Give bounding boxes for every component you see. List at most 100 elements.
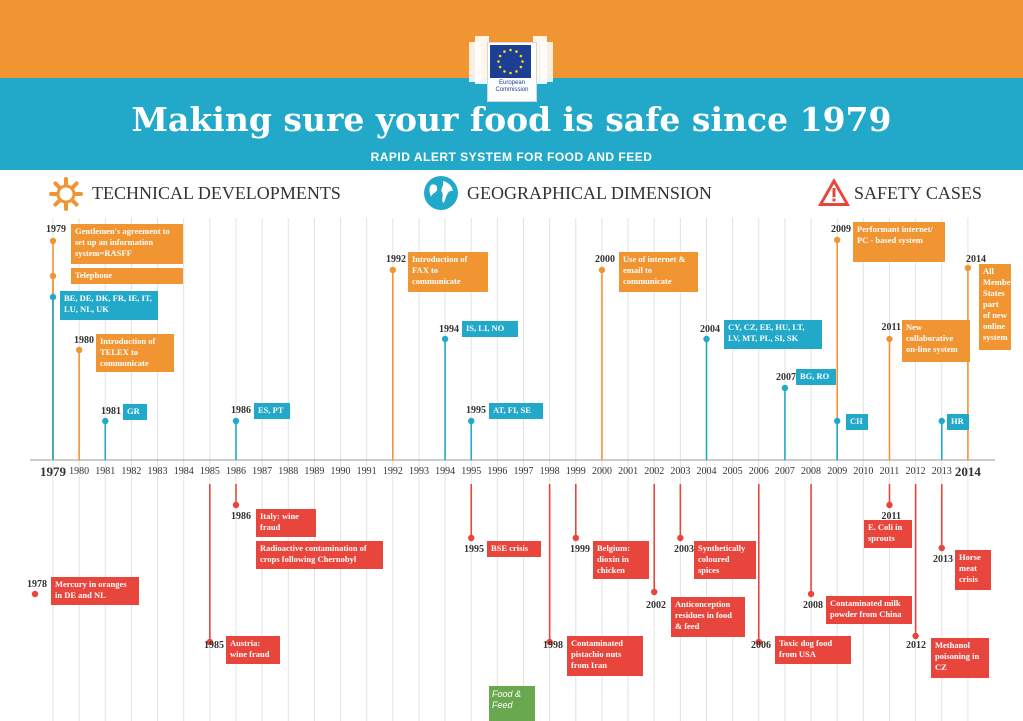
year-tick-1985: 1985 <box>199 466 220 477</box>
marker-dot-1979-1 <box>49 272 57 280</box>
year-label-2011-tech: 2011 <box>881 322 901 333</box>
year-tick-2011: 2011 <box>879 466 900 477</box>
year-tick-2002: 2002 <box>644 466 665 477</box>
year-label-1985: 1985 <box>204 640 224 651</box>
event-rasff-agreement: Gentlemen's agreement to set up an infor… <box>71 224 183 264</box>
food-and-feed-tag: Food & Feed <box>489 686 535 721</box>
marker-dot-1979-0 <box>49 237 57 245</box>
year-tick-1986: 1986 <box>225 466 246 477</box>
year-tick-2009: 2009 <box>827 466 848 477</box>
year-tick-1996: 1996 <box>487 466 508 477</box>
safety-dot-2011 <box>886 501 893 509</box>
event-toxic-dog-food: Toxic dog food from USA <box>775 636 851 664</box>
year-tick-1981: 1981 <box>95 466 116 477</box>
event-geo-bg-ro: BG, RO <box>796 369 836 385</box>
event-milk-powder: Contaminated milk powder from China <box>826 596 912 624</box>
page-subtitle: RAPID ALERT SYSTEM FOR FOOD AND FEED <box>370 150 653 164</box>
safety-dot-1998 <box>546 638 553 646</box>
year-tick-1990: 1990 <box>330 466 351 477</box>
event-geo-es-pt: ES, PT <box>254 403 290 419</box>
marker-dot-2004-10 <box>703 335 710 343</box>
year-tick-1983: 1983 <box>147 466 168 477</box>
marker-dot-1979-2 <box>49 293 57 301</box>
year-label-1986-geo: 1986 <box>231 405 251 416</box>
event-belgium-dioxin: Belgium: dioxin in chicken <box>593 541 649 579</box>
marker-dot-1981-4 <box>102 417 109 425</box>
year-label-1978: 1978 <box>27 579 47 590</box>
event-collaborative-system: New collaborative on-line system <box>902 320 970 362</box>
year-label-2013: 2013 <box>933 554 953 565</box>
year-tick-1989: 1989 <box>304 466 325 477</box>
event-horse-meat: Horse meat crisis <box>955 550 991 590</box>
event-bse-crisis: BSE crisis <box>487 541 541 557</box>
event-all-member-states: All Member States part of new online sys… <box>979 264 1014 350</box>
logo-text-line1: European <box>498 80 526 86</box>
year-label-2012: 2012 <box>906 640 926 651</box>
marker-dot-2013-15 <box>938 417 945 425</box>
year-tick-1993: 1993 <box>408 466 429 477</box>
year-tick-2014: 2014 <box>954 464 981 479</box>
year-tick-1979: 1979 <box>40 464 66 479</box>
event-pc-based-system: Performant internet/ PC - based system <box>853 222 945 262</box>
year-label-1986-safety: 1986 <box>231 511 251 522</box>
year-tick-1995: 1995 <box>461 466 482 477</box>
section-safety-heading: SAFETY CASES <box>854 183 982 203</box>
marker-dot-2007-11 <box>781 384 789 392</box>
safety-dot-2006 <box>755 638 762 646</box>
year-tick-2013: 2013 <box>931 466 952 477</box>
event-geo-ch: CH <box>846 414 868 430</box>
event-telex: Introduction of TELEX to communicate <box>96 334 174 372</box>
year-label-1999: 1999 <box>570 544 590 555</box>
year-label-1992: 1992 <box>386 254 406 265</box>
safety-dot-1986 <box>232 501 240 509</box>
page-title: Making sure your food is safe since 1979 <box>131 100 892 139</box>
safety-dot-1999 <box>572 534 579 542</box>
safety-dot-1978 <box>31 590 39 598</box>
year-tick-2001: 2001 <box>618 466 639 477</box>
event-geo-1979-members: BE, DE, DK, FR, IE, IT, LU, NL, UK <box>60 291 158 320</box>
year-label-2014-tech: 2014 <box>966 254 986 265</box>
year-label-2011-safety: 2011 <box>881 511 901 522</box>
year-label-2009: 2009 <box>831 224 851 235</box>
year-label-2008: 2008 <box>803 600 823 611</box>
year-label-2000: 2000 <box>595 254 615 265</box>
year-label-1998: 1998 <box>543 640 563 651</box>
warning-triangle-icon <box>818 178 850 206</box>
year-tick-2008: 2008 <box>801 466 822 477</box>
section-geographical-heading: GEOGRAPHICAL DIMENSION <box>467 183 712 203</box>
year-label-2002: 2002 <box>646 600 666 611</box>
year-tick-1998: 1998 <box>539 466 560 477</box>
year-tick-1992: 1992 <box>382 466 403 477</box>
year-label-2004: 2004 <box>700 324 720 335</box>
year-tick-1982: 1982 <box>121 466 142 477</box>
year-tick-1999: 1999 <box>565 466 586 477</box>
event-geo-at-fi-se: AT, FI, SE <box>489 403 543 419</box>
event-mercury-oranges: Mercury in oranges in DE and NL <box>51 577 139 605</box>
eu-flag-icon <box>490 45 531 78</box>
event-e-coli-sprouts: E. Coli in sprouts <box>864 520 912 548</box>
year-tick-1994: 1994 <box>435 466 456 477</box>
event-austria-wine-fraud: Austria: wine fraud <box>226 636 280 664</box>
event-geo-2004-members: CY, CZ, EE, HU, LT, LV, MT, PL, SI, SK <box>724 320 822 349</box>
safety-dot-2008 <box>807 590 815 598</box>
event-italy-wine-fraud: Italy: wine fraud <box>256 509 316 537</box>
year-tick-2004: 2004 <box>696 466 717 477</box>
year-label-1995-safety: 1995 <box>464 544 484 555</box>
safety-dot-2012 <box>912 632 919 640</box>
year-tick-1991: 1991 <box>356 466 377 477</box>
year-tick-2003: 2003 <box>670 466 691 477</box>
year-tick-1980: 1980 <box>69 466 90 477</box>
marker-dot-2011-14 <box>886 335 893 343</box>
safety-dot-2013 <box>938 544 945 552</box>
safety-dot-2003 <box>677 534 684 542</box>
logo-text: European Commission <box>489 80 535 94</box>
year-label-1994: 1994 <box>439 324 459 335</box>
year-label-1980: 1980 <box>74 335 94 346</box>
marker-dot-1995-8 <box>468 417 475 425</box>
marker-dot-2009-12 <box>834 236 841 244</box>
year-tick-1984: 1984 <box>173 466 194 477</box>
safety-dot-1985 <box>206 638 214 646</box>
year-label-1995-geo: 1995 <box>466 405 486 416</box>
logo-text-line2: Commission <box>495 87 529 93</box>
year-tick-1988: 1988 <box>278 466 299 477</box>
